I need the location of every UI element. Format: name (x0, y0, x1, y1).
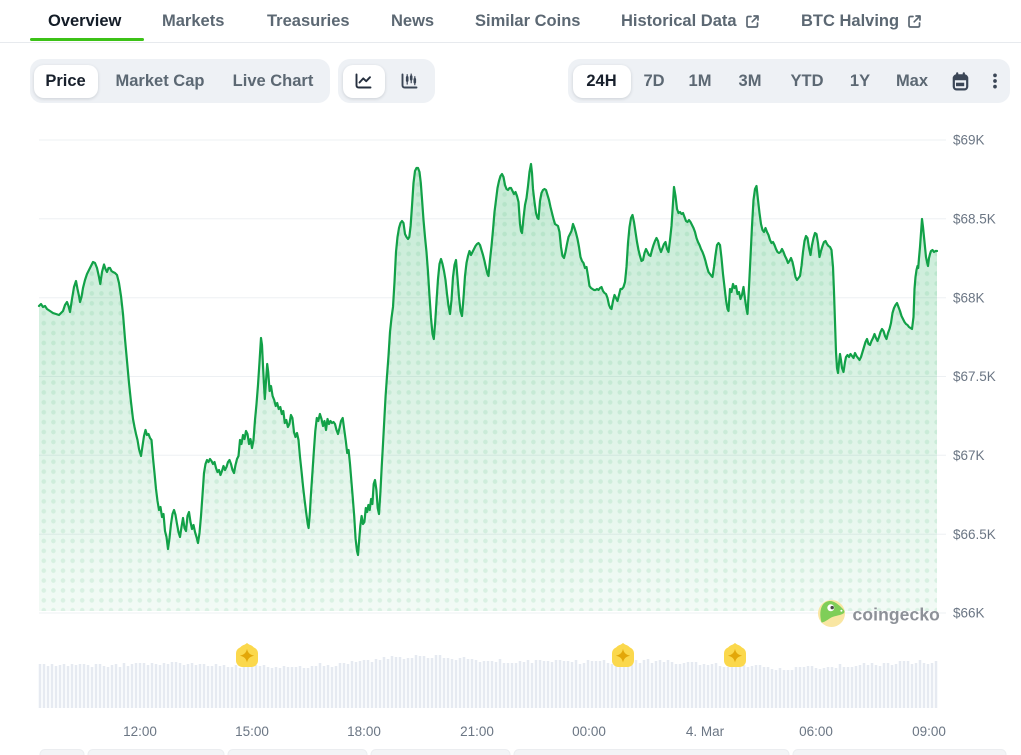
svg-text:$66.5K: $66.5K (953, 527, 996, 542)
svg-text:$67.5K: $67.5K (953, 369, 996, 384)
svg-text:21:00: 21:00 (460, 724, 494, 739)
svg-text:12:00: 12:00 (123, 724, 157, 739)
svg-text:$69K: $69K (953, 133, 985, 148)
svg-text:4. Mar: 4. Mar (686, 724, 725, 739)
svg-text:$67K: $67K (953, 448, 985, 463)
svg-text:15:00: 15:00 (235, 724, 269, 739)
svg-text:00:00: 00:00 (572, 724, 606, 739)
svg-text:06:00: 06:00 (799, 724, 833, 739)
svg-text:$66K: $66K (953, 606, 985, 621)
svg-text:09:00: 09:00 (912, 724, 946, 739)
svg-text:coingecko: coingecko (853, 605, 940, 625)
svg-text:$68.5K: $68.5K (953, 212, 996, 227)
svg-text:$68K: $68K (953, 290, 985, 305)
svg-text:18:00: 18:00 (347, 724, 381, 739)
